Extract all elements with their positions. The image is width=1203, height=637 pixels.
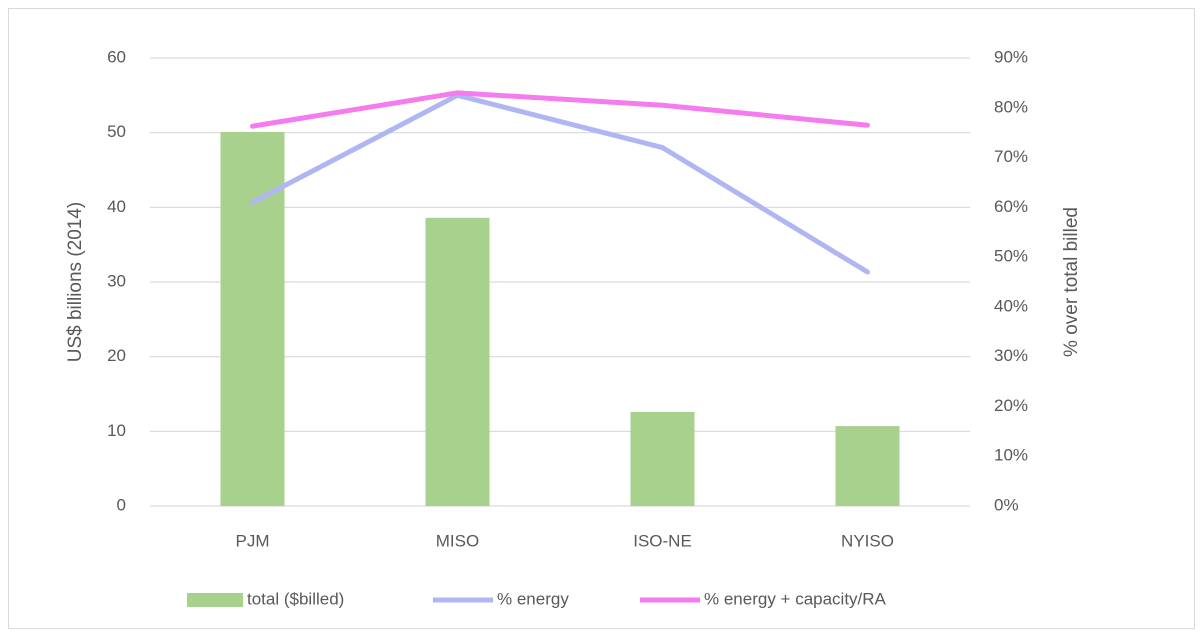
y2-tick-label: 30% [994, 346, 1028, 365]
line-series [250, 92, 870, 275]
y-tick-label: 10 [107, 421, 126, 440]
x-tick-label: PJM [236, 531, 270, 550]
legend-label: % energy + capacity/RA [704, 589, 887, 608]
y2-tick-label: 70% [994, 147, 1028, 166]
bar [630, 411, 695, 506]
y-tick-label: 30 [107, 271, 126, 290]
bar [220, 131, 285, 507]
y-tick-label: 60 [107, 47, 126, 66]
legend-label: total ($billed) [247, 589, 344, 608]
y-tick-label: 50 [107, 122, 126, 141]
x-tick-label: NYISO [841, 531, 894, 550]
y2-tick-label: 60% [994, 197, 1028, 216]
x-tick-label: MISO [436, 531, 479, 550]
y-tick-label: 0 [117, 495, 126, 514]
x-tick-label: ISO-NE [633, 531, 692, 550]
y2-tick-label: 90% [994, 47, 1028, 66]
y2-axis-title: % over total billed [1061, 207, 1082, 357]
y-tick-label: 20 [107, 346, 126, 365]
y2-tick-label: 10% [994, 446, 1028, 465]
chart-border [8, 8, 1195, 629]
y2-tick-label: 50% [994, 247, 1028, 266]
line-series [250, 90, 870, 129]
y-tick-label: 40 [107, 197, 126, 216]
y-axis-title: US$ billions (2014) [65, 202, 86, 363]
legend-label: % energy [497, 589, 569, 608]
y2-tick-label: 20% [994, 396, 1028, 415]
y2-tick-label: 40% [994, 296, 1028, 315]
y2-tick-label: 0% [994, 495, 1019, 514]
legend-swatch [187, 593, 243, 607]
bar [425, 217, 490, 506]
y2-tick-label: 80% [994, 97, 1028, 116]
bar [835, 426, 900, 506]
